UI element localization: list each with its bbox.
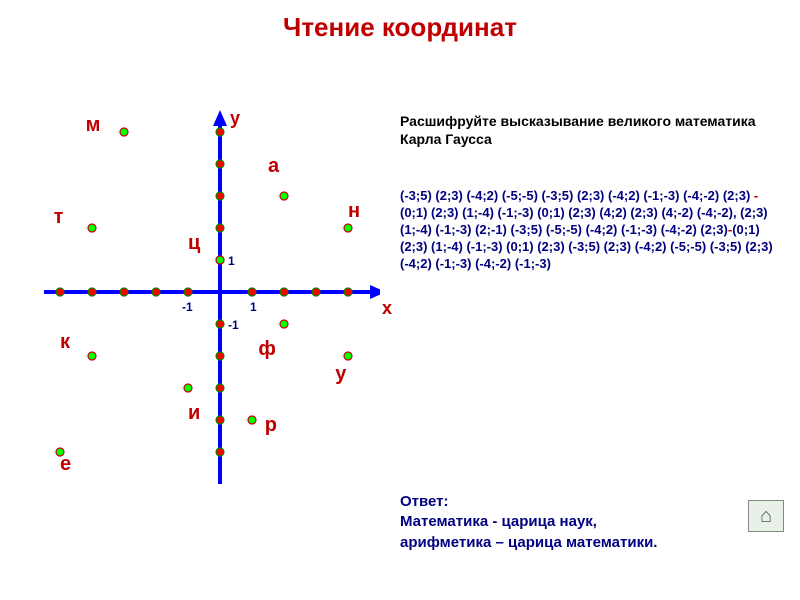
coordinate-chart: ух1-11-1матнцкфуире xyxy=(20,92,380,492)
coordinate-list: (-3;5) (2;3) (-4;2) (-5;-5) (-3;5) (2;3)… xyxy=(400,188,780,272)
tick-label: 1 xyxy=(228,254,235,268)
letter-н: н xyxy=(348,200,360,223)
tick-label: -1 xyxy=(182,300,193,314)
y-axis-label: у xyxy=(230,108,240,129)
letter-е: е xyxy=(60,453,71,476)
instruction-text: Расшифруйте высказывание великого матема… xyxy=(400,112,780,148)
answer-block: Ответ: Математика - царица наук, арифмет… xyxy=(400,492,780,553)
answer-label: Ответ: xyxy=(400,492,780,512)
letter-ф: ф xyxy=(258,338,276,361)
tick-label: 1 xyxy=(250,300,257,314)
letter-и: и xyxy=(188,402,200,425)
content-area: у х 1 -1 1 -1 м а т н ц к ф у и р е Расшифруйте высказыв… xyxy=(0,52,800,592)
answer-line-2: арифметика – царица математики. xyxy=(400,533,780,553)
home-glyph: ⌂ xyxy=(760,505,772,528)
letter-м: м xyxy=(86,114,101,137)
right-column: Расшифруйте высказывание великого матема… xyxy=(400,112,780,273)
letter-у: у xyxy=(335,363,346,386)
letter-к: к xyxy=(60,331,70,354)
x-axis-label: х xyxy=(382,298,392,319)
letter-ц: ц xyxy=(188,232,200,255)
tick-label: -1 xyxy=(228,318,239,332)
letter-а: а xyxy=(268,155,279,178)
home-icon[interactable]: ⌂ xyxy=(748,500,784,532)
letter-т: т xyxy=(54,206,64,229)
page-title: Чтение координат xyxy=(0,12,800,52)
answer-line-1: Математика - царица наук, xyxy=(400,512,780,532)
letter-р: р xyxy=(265,414,277,437)
